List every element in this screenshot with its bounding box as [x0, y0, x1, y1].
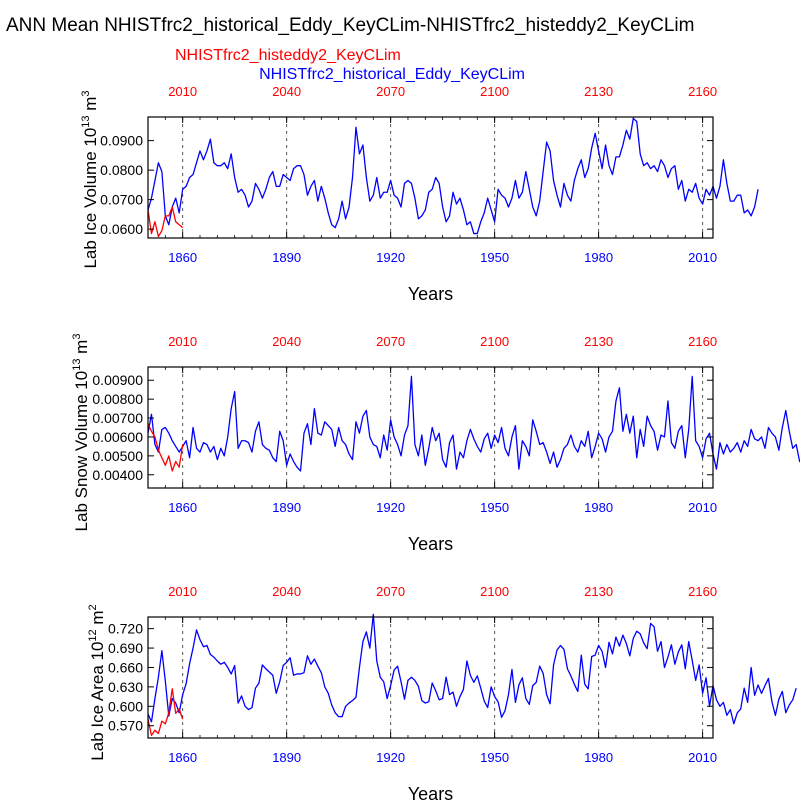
- y-tick-label: 0.00600: [92, 429, 143, 445]
- x-tick-label-top: 2070: [376, 334, 405, 349]
- y-axis-label-ylabel-unit: m: [81, 97, 100, 116]
- x-tick-label-top: 2070: [376, 84, 405, 99]
- y-tick-label: 0.630: [108, 679, 143, 695]
- panel-2: 1860 2010 1890 2040 1920 2070 1950 2100 1980 2130…: [71, 334, 800, 554]
- y-axis-label-ylabel-main: Lab Ice Volume 10: [81, 128, 100, 269]
- y-axis-label-ylabel-exp: 13: [71, 359, 83, 371]
- x-tick-label-top: 2100: [480, 334, 509, 349]
- x-tick-label: 1980: [584, 500, 613, 515]
- series-line-historical-eddy: [147, 375, 800, 472]
- y-axis-label-ylabel-unit: m: [72, 340, 91, 359]
- series-line-historical-eddy: [147, 613, 797, 725]
- y-axis-label-ylabel-main: Lab Ice Area 10: [88, 642, 107, 761]
- panel-3: 1860 2010 1890 2040 1920 2070 1950 2100 1980 2130…: [87, 584, 797, 800]
- x-tick-label-top: 2040: [272, 584, 301, 599]
- x-tick-label: 1920: [376, 250, 405, 265]
- y-axis-label-ylabel-unit-exp: 3: [80, 90, 92, 96]
- y-axis-label: Lab Ice Area 1012 m2: [87, 604, 107, 760]
- y-tick-label: 0.0700: [100, 192, 143, 208]
- legend-series-a: NHISTfrc2_histeddy2_KeyCLim: [175, 47, 401, 64]
- panel-1: 1860 2010 1890 2040 1920 2070 1950 2100 1980 2130…: [80, 84, 759, 304]
- chart-title: ANN Mean NHISTfrc2_historical_Eddy_KeyCL…: [6, 15, 694, 36]
- y-tick-label: 0.00500: [92, 448, 143, 464]
- x-tick-label-top: 2040: [272, 334, 301, 349]
- x-axis-label: Years: [408, 784, 453, 800]
- x-tick-label: 1890: [272, 250, 301, 265]
- y-tick-label: 0.0800: [100, 162, 143, 178]
- x-tick-label: 1980: [584, 750, 613, 765]
- x-tick-label: 1950: [480, 750, 509, 765]
- x-axis-label: Years: [408, 534, 453, 554]
- series-line-histeddy2: [147, 688, 184, 737]
- y-tick-label: 0.00900: [92, 372, 143, 388]
- y-axis-label-ylabel-exp: 12: [87, 629, 99, 641]
- x-tick-label-top: 2100: [480, 584, 509, 599]
- x-tick-label: 1920: [376, 500, 405, 515]
- x-tick-label-top: 2010: [168, 584, 197, 599]
- x-tick-label: 1860: [168, 750, 197, 765]
- x-tick-label-top: 2130: [584, 584, 613, 599]
- y-axis-label-ylabel-main: Lab Snow Volume 10: [72, 371, 91, 532]
- x-tick-label-top: 2040: [272, 84, 301, 99]
- y-axis-label: Lab Snow Volume 1013 m3: [71, 334, 91, 532]
- x-tick-label: 1920: [376, 750, 405, 765]
- legend-series-b: NHISTfrc2_historical_Eddy_KeyCLim: [259, 66, 525, 83]
- y-axis-label-ylabel-unit: m: [88, 610, 107, 629]
- y-tick-label: 0.660: [108, 659, 143, 675]
- x-tick-label-top: 2010: [168, 334, 197, 349]
- y-tick-label: 0.0600: [100, 221, 143, 237]
- plot-frame: [147, 116, 714, 239]
- x-tick-label-top: 2130: [584, 84, 613, 99]
- y-tick-label: 0.00800: [92, 391, 143, 407]
- y-tick-label: 0.570: [108, 718, 143, 734]
- y-axis-label-ylabel-unit-exp: 3: [71, 334, 83, 340]
- y-tick-label: 0.600: [108, 698, 143, 714]
- series-line-histeddy2: [147, 206, 184, 238]
- plot-frame: [147, 616, 714, 739]
- x-tick-label: 1860: [168, 500, 197, 515]
- x-tick-label: 1950: [480, 250, 509, 265]
- x-tick-label-top: 2160: [688, 584, 717, 599]
- x-tick-label: 2010: [688, 750, 717, 765]
- x-tick-label: 2010: [688, 250, 717, 265]
- x-tick-label: 2010: [688, 500, 717, 515]
- series-line-histeddy2: [147, 423, 184, 472]
- panels: 1860201018902040192020701950210019802130…: [71, 84, 800, 800]
- y-axis-label-ylabel-exp: 13: [80, 115, 92, 127]
- plot-frame: [147, 366, 714, 489]
- x-tick-label: 1890: [272, 500, 301, 515]
- x-tick-label-top: 2010: [168, 84, 197, 99]
- y-tick-label: 0.00700: [92, 410, 143, 426]
- y-axis-label-ylabel-unit-exp: 2: [87, 604, 99, 610]
- y-tick-label: 0.720: [108, 621, 143, 637]
- x-tick-label-top: 2070: [376, 584, 405, 599]
- x-tick-label: 1980: [584, 250, 613, 265]
- y-axis-label: Lab Ice Volume 1013 m3: [80, 90, 100, 268]
- y-tick-label: 0.00400: [92, 467, 143, 483]
- x-tick-label-top: 2160: [688, 334, 717, 349]
- series-line-historical-eddy: [147, 117, 759, 235]
- x-tick-label-top: 2100: [480, 84, 509, 99]
- y-tick-label: 0.0900: [100, 133, 143, 149]
- x-tick-label: 1860: [168, 250, 197, 265]
- x-axis-label: Years: [408, 284, 453, 304]
- x-tick-label-top: 2160: [688, 84, 717, 99]
- x-tick-label-top: 2130: [584, 334, 613, 349]
- y-tick-label: 0.690: [108, 640, 143, 656]
- x-tick-label: 1950: [480, 500, 509, 515]
- x-tick-label: 1890: [272, 750, 301, 765]
